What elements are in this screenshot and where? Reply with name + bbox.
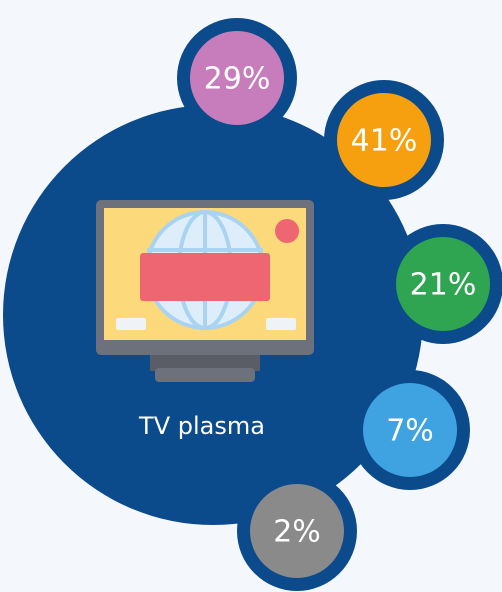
bubble (337, 93, 431, 187)
bubble-label: 41% (351, 124, 418, 159)
bubble (363, 383, 457, 477)
bubble (250, 484, 344, 578)
bubble (190, 31, 284, 125)
bubble-label: 21% (410, 268, 477, 303)
bubble-label: 7% (386, 414, 434, 449)
bubble-label: 2% (273, 515, 321, 550)
tv-icon (96, 200, 314, 382)
bubble (396, 237, 490, 331)
center-label: TV plasma (138, 412, 265, 440)
bubble-label: 29% (204, 62, 271, 97)
